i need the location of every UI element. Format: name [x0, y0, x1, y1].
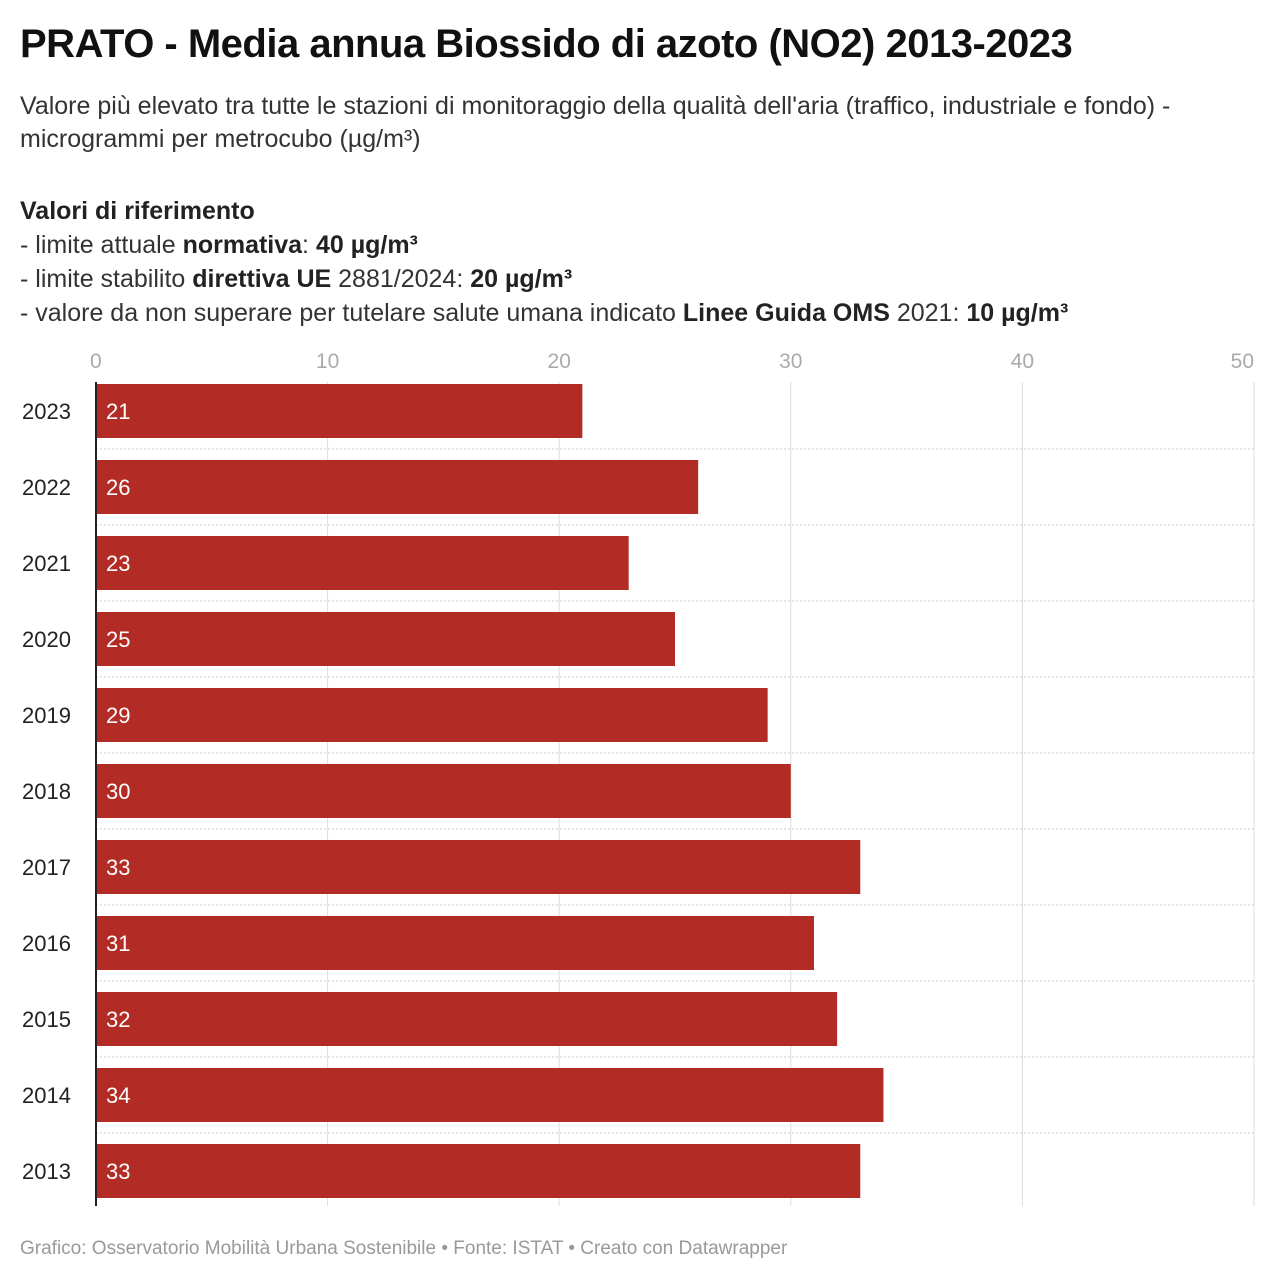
category-label: 2013: [22, 1159, 71, 1184]
category-label: 2018: [22, 779, 71, 804]
value-label: 33: [106, 855, 130, 880]
category-label: 2019: [22, 703, 71, 728]
category-label: 2017: [22, 855, 71, 880]
bar-2019: [96, 688, 768, 742]
category-label: 2023: [22, 399, 71, 424]
value-label: 21: [106, 399, 130, 424]
bar-2015: [96, 992, 838, 1046]
value-label: 32: [106, 1007, 130, 1032]
reference-line-bold-value: 40 µg/m³: [315, 231, 418, 259]
reference-line-prefix: - limite stabilito: [20, 265, 193, 293]
x-tick-label: 20: [548, 350, 571, 373]
chart-title: PRATO - Media annua Biossido di azoto (N…: [20, 22, 1073, 66]
reference-line-prefix: - valore da non superare per tutelare sa…: [20, 299, 683, 327]
chart-subtitle: Valore più elevato tra tutte le stazioni…: [20, 92, 1171, 153]
x-tick-label: 40: [1011, 350, 1034, 373]
reference-values: Valori di riferimento - limite attuale n…: [20, 194, 1068, 330]
bar-2017: [96, 840, 861, 894]
category-label: 2022: [22, 475, 71, 500]
reference-line-bold-label: normativa: [182, 231, 303, 259]
reference-line-bold-label: direttiva UE: [192, 265, 332, 293]
bar-2021: [96, 536, 629, 590]
reference-line-middle: 2881/2024:: [331, 265, 471, 293]
reference-line-bold-value: 10 µg/m³: [966, 299, 1069, 327]
category-label: 2021: [22, 551, 71, 576]
x-tick-label: 0: [90, 350, 102, 373]
bar-2023: [96, 384, 583, 438]
value-label: 33: [106, 1159, 130, 1184]
bar-2018: [96, 764, 791, 818]
reference-line-bold-value: 20 µg/m³: [470, 265, 573, 293]
category-label: 2020: [22, 627, 71, 652]
value-label: 25: [106, 627, 130, 652]
category-label: 2016: [22, 931, 71, 956]
value-label: 29: [106, 703, 130, 728]
bar-2020: [96, 612, 675, 666]
reference-line-oms: - valore da non superare per tutelare sa…: [20, 296, 1068, 330]
bar-2022: [96, 460, 699, 514]
bar-2016: [96, 916, 814, 970]
value-label: 30: [106, 779, 130, 804]
value-label: 26: [106, 475, 130, 500]
x-tick-label: 30: [779, 350, 802, 373]
bar-chart: 0 10 20 30 40 50 2023 21 2022 26 2021 23 2020 25 2019 2…: [22, 350, 1255, 1206]
reference-line-bold-label: Linee Guida OMS: [682, 299, 890, 327]
reference-line-prefix: - limite attuale: [20, 231, 183, 259]
value-label: 31: [106, 931, 130, 956]
x-tick-label: 10: [316, 350, 339, 373]
bar-2014: [96, 1068, 884, 1122]
bar-2013: [96, 1144, 861, 1198]
reference-line-normativa: - limite attuale normativa: 40 µg/m³: [20, 228, 1068, 262]
reference-heading: Valori di riferimento: [20, 197, 255, 225]
value-label: 34: [106, 1083, 130, 1108]
reference-line-middle: 2021:: [889, 299, 967, 327]
value-label: 23: [106, 551, 130, 576]
category-label: 2015: [22, 1007, 71, 1032]
category-label: 2014: [22, 1083, 71, 1108]
chart-footer: Grafico: Osservatorio Mobilità Urbana So…: [20, 1238, 788, 1259]
reference-line-middle: :: [302, 231, 316, 259]
reference-line-direttiva: - limite stabilito direttiva UE 2881/202…: [20, 262, 1068, 296]
x-tick-label: 50: [1231, 350, 1254, 373]
